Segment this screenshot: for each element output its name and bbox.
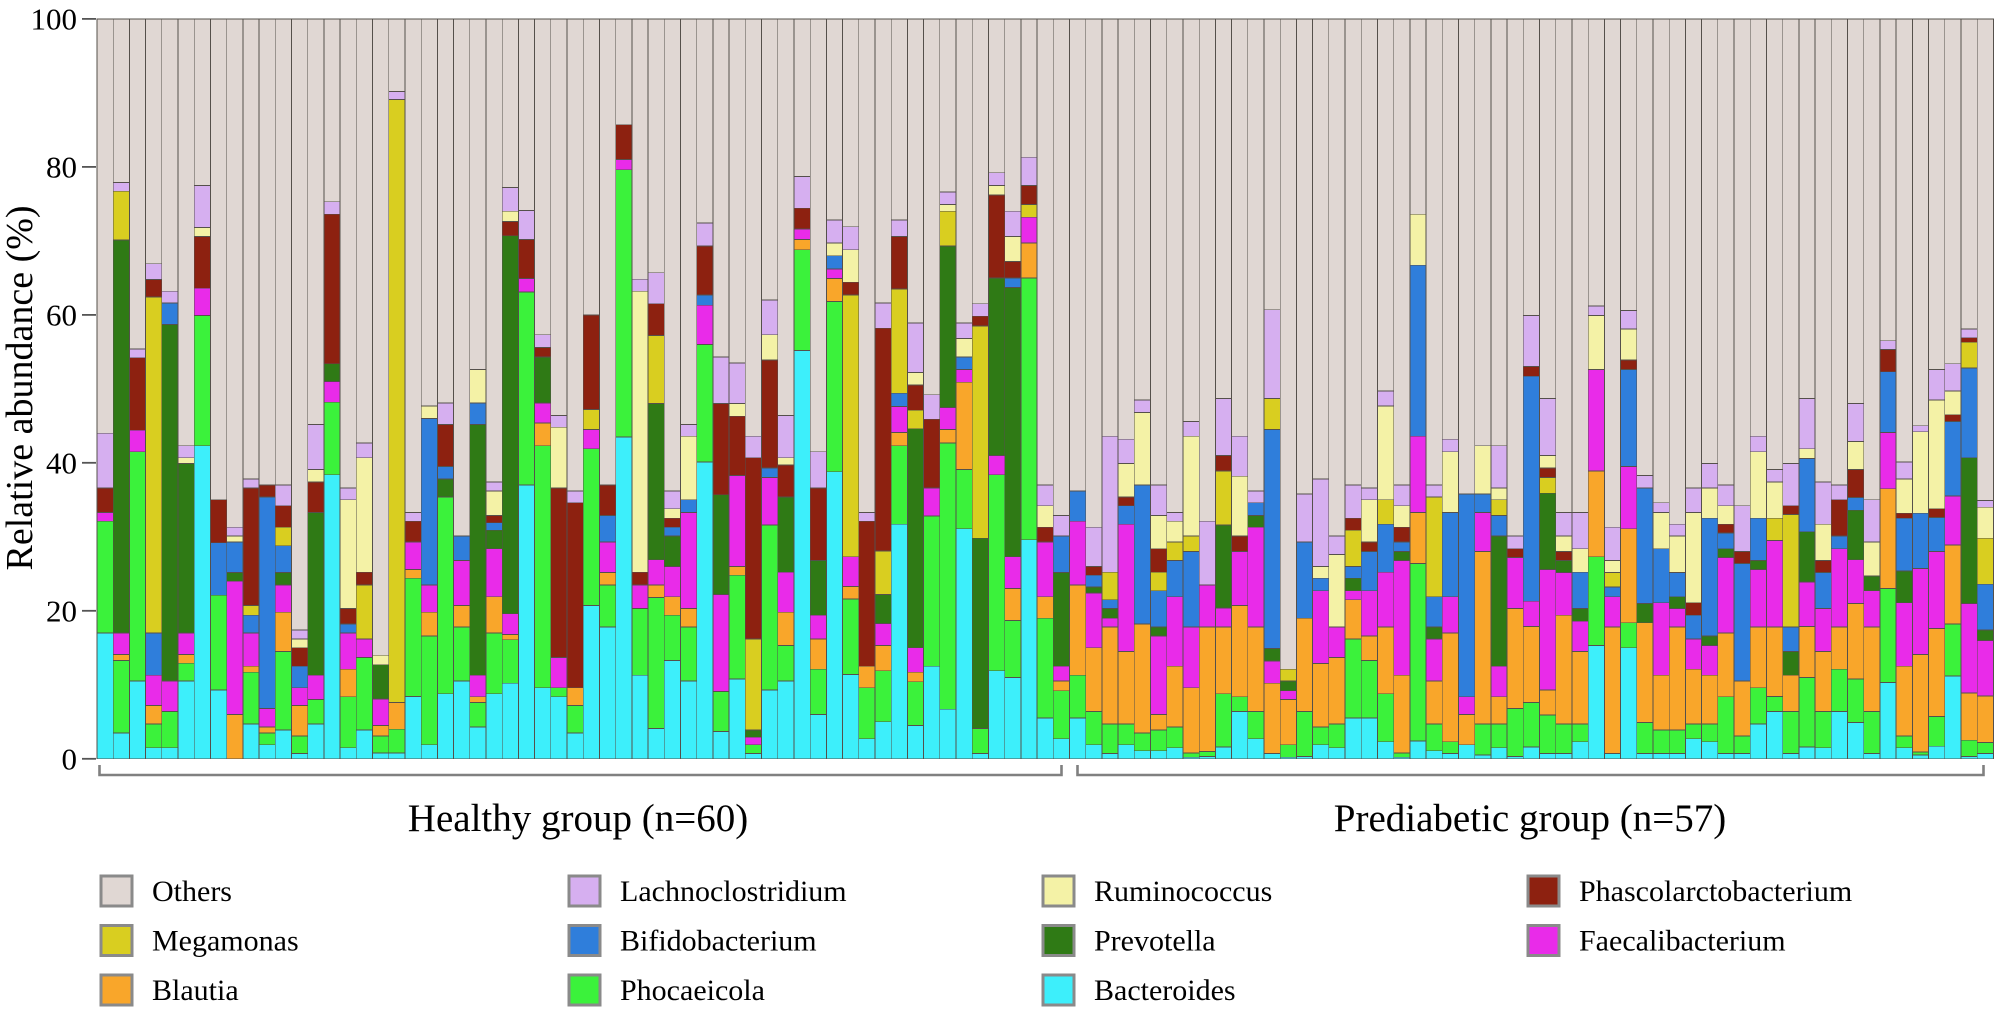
svg-text:Others: Others xyxy=(152,875,232,908)
svg-text:Ruminococcus: Ruminococcus xyxy=(1094,875,1272,908)
svg-text:Prediabetic group (n=57): Prediabetic group (n=57) xyxy=(1334,797,1726,840)
svg-text:Bifidobacterium: Bifidobacterium xyxy=(620,925,817,958)
svg-text:60: 60 xyxy=(46,297,77,332)
svg-text:Phocaeicola: Phocaeicola xyxy=(620,974,765,1007)
svg-text:Relative abundance (%): Relative abundance (%) xyxy=(0,205,41,570)
svg-text:Megamonas: Megamonas xyxy=(152,925,299,958)
svg-text:Blautia: Blautia xyxy=(152,974,239,1007)
svg-text:40: 40 xyxy=(46,445,77,480)
svg-text:Healthy group (n=60): Healthy group (n=60) xyxy=(408,797,748,840)
svg-text:Lachnoclostridium: Lachnoclostridium xyxy=(620,875,847,908)
svg-text:20: 20 xyxy=(46,593,77,628)
svg-text:100: 100 xyxy=(31,1,78,36)
svg-text:Prevotella: Prevotella xyxy=(1094,925,1216,958)
svg-text:Phascolarctobacterium: Phascolarctobacterium xyxy=(1579,875,1852,908)
svg-text:80: 80 xyxy=(46,149,77,184)
svg-text:Bacteroides: Bacteroides xyxy=(1094,974,1236,1007)
svg-text:Faecalibacterium: Faecalibacterium xyxy=(1579,925,1786,958)
svg-text:0: 0 xyxy=(62,741,78,776)
